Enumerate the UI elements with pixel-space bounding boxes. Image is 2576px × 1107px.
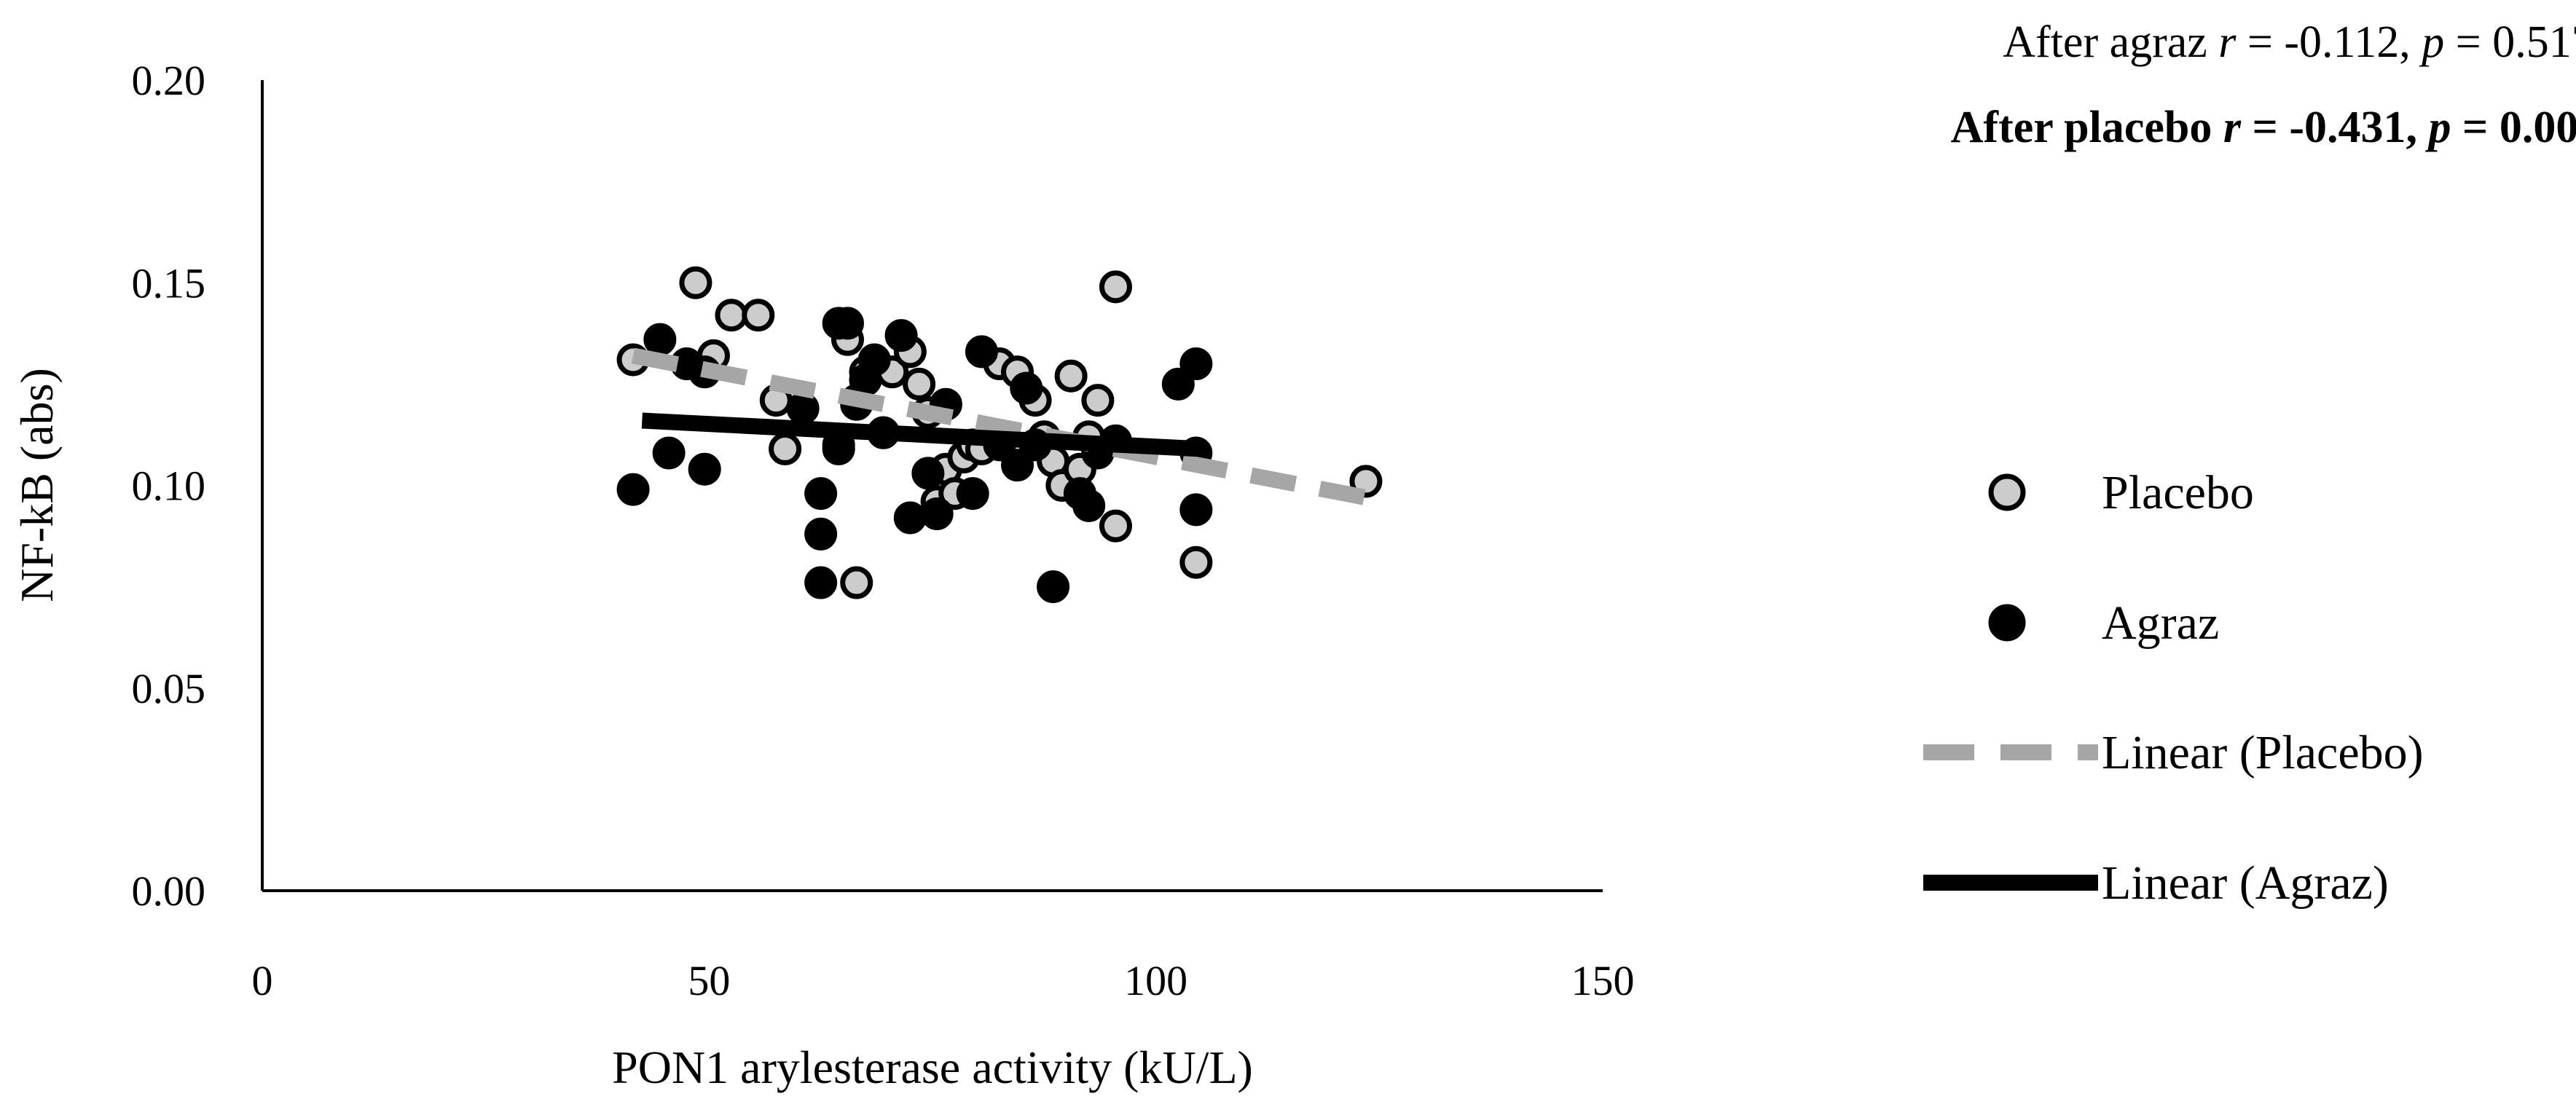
data-point-placebo	[1054, 359, 1088, 393]
legend-marker-agraz	[1988, 604, 2026, 642]
data-point-placebo	[1081, 384, 1115, 417]
trendline-agraz	[641, 412, 1201, 457]
annotation-part: = -0.112,	[2236, 17, 2422, 67]
annotation-part: = 0.009**	[2451, 103, 2576, 152]
data-point-agraz	[884, 319, 918, 352]
data-point-agraz	[1010, 371, 1043, 405]
data-point-agraz	[804, 477, 838, 511]
data-point-agraz	[1179, 493, 1213, 527]
y-tick-label: 0.05	[132, 665, 206, 712]
x-tick-label: 0	[252, 957, 273, 1004]
legend-label-agraz: Agraz	[2102, 596, 2219, 650]
data-point-agraz	[830, 307, 864, 340]
y-tick-label: 0.10	[132, 462, 206, 510]
data-point-agraz	[965, 335, 998, 369]
data-point-placebo	[1099, 509, 1132, 543]
data-point-agraz	[1037, 570, 1070, 604]
data-point-agraz	[804, 517, 838, 551]
legend: Placebo Agraz Linear (Placebo) Linear (A…	[1923, 466, 2424, 910]
x-tick-label: 150	[1571, 957, 1635, 1004]
data-point-agraz	[786, 392, 820, 425]
data-point-placebo	[679, 266, 712, 299]
data-point-placebo	[742, 299, 775, 332]
data-point-agraz	[652, 436, 686, 470]
legend-label-linear-placebo: Linear (Placebo)	[2102, 726, 2424, 779]
annotation-part: = -0.431,	[2241, 103, 2428, 152]
annotation-part: p	[2419, 17, 2444, 67]
legend-label-linear-agraz: Linear (Agraz)	[2102, 856, 2389, 910]
data-point-agraz	[920, 497, 954, 530]
data-point-agraz	[1072, 489, 1106, 522]
data-point-placebo	[1179, 545, 1213, 579]
y-tick-labels: 0.00 0.05 0.10 0.15 0.20	[132, 57, 206, 915]
x-tick-label: 100	[1124, 957, 1187, 1004]
data-point-agraz	[616, 473, 650, 506]
y-tick-label: 0.00	[132, 867, 206, 915]
annotation-part: After placebo	[1951, 103, 2223, 152]
data-point-placebo	[715, 299, 748, 332]
annotation-placebo: After placebo r = -0.431, p = 0.009**	[1951, 103, 2576, 152]
correlation-annotation: After agraz r = -0.112, p = 0.517 After …	[1951, 17, 2576, 152]
trendline-placebo	[631, 347, 1368, 505]
data-point-placebo	[769, 432, 802, 465]
x-axis-title: PON1 arylesterase activity (kU/L)	[612, 1041, 1253, 1093]
annotation-part: p	[2425, 103, 2451, 152]
y-tick-label: 0.15	[132, 259, 206, 307]
data-point-agraz	[1001, 449, 1034, 482]
data-point-agraz	[804, 566, 838, 599]
annotation-part: = 0.517	[2444, 17, 2576, 67]
x-tick-label: 50	[688, 957, 730, 1004]
data-point-agraz	[688, 452, 721, 486]
annotation-part: r	[2218, 17, 2237, 67]
data-point-agraz	[1161, 367, 1195, 401]
data-point-agraz	[956, 477, 989, 511]
data-point-agraz	[643, 323, 677, 356]
data-point-placebo	[1099, 270, 1132, 304]
y-tick-label: 0.20	[132, 57, 206, 104]
data-point-agraz	[911, 457, 945, 490]
data-point-agraz	[1179, 347, 1213, 381]
trendlines	[631, 347, 1368, 505]
annotation-part: After agraz	[2003, 17, 2218, 67]
data-point-placebo	[840, 566, 873, 599]
data-point-agraz	[857, 343, 891, 377]
data-point-placebo	[903, 367, 936, 401]
legend-label-placebo: Placebo	[2102, 466, 2254, 519]
x-tick-labels: 0 50 100 150	[252, 957, 1635, 1004]
data-point-agraz	[893, 501, 927, 535]
annotation-agraz: After agraz r = -0.112, p = 0.517	[2003, 17, 2576, 67]
annotation-part: r	[2223, 103, 2242, 152]
y-axis-title: NF-kB (abs)	[11, 368, 63, 602]
legend-marker-placebo	[1988, 473, 2026, 511]
